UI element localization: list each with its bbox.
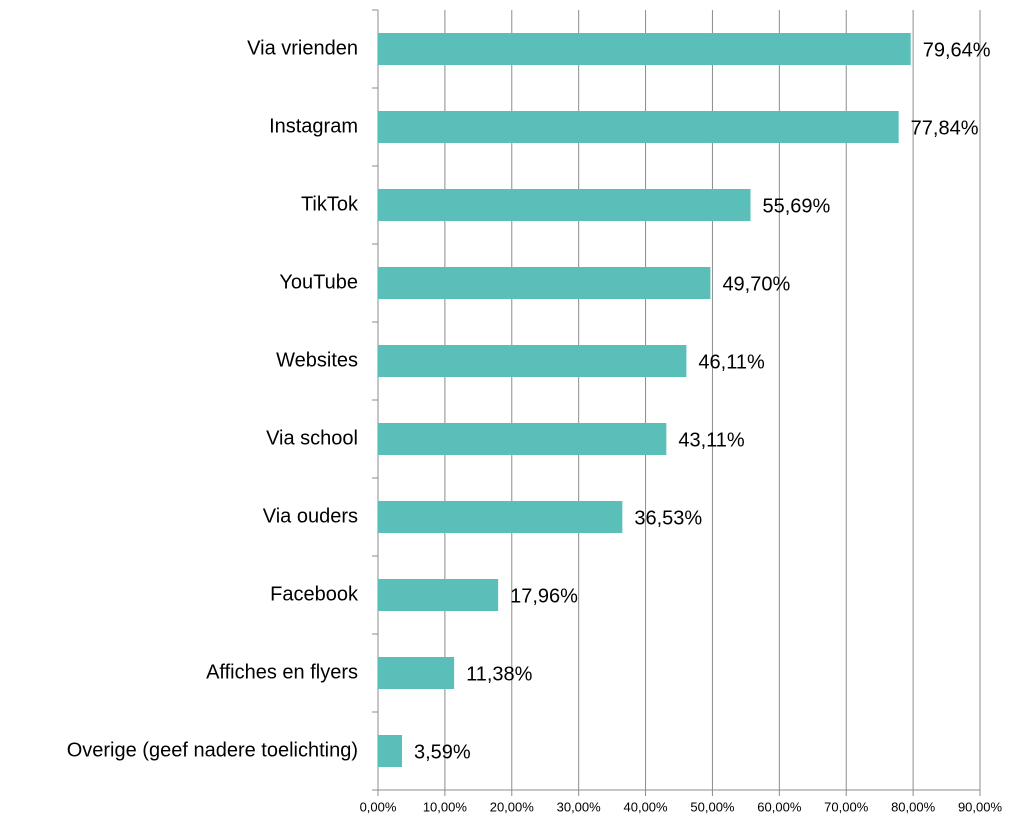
bar	[378, 735, 403, 767]
y-tick-label: YouTube	[279, 271, 358, 293]
bar	[378, 267, 711, 299]
value-label: 49,70%	[722, 273, 790, 295]
bar	[378, 111, 899, 143]
value-label: 55,69%	[763, 195, 831, 217]
x-tick-label: 20,00%	[490, 799, 535, 814]
y-tick-label: Affiches en flyers	[206, 661, 358, 683]
bar	[378, 423, 667, 455]
x-tick-label: 30,00%	[557, 799, 602, 814]
y-tick-label: Overige (geef nadere toelichting)	[67, 739, 358, 761]
x-tick-label: 0,00%	[360, 799, 397, 814]
value-label: 77,84%	[911, 117, 979, 139]
bar	[378, 501, 623, 533]
value-label: 36,53%	[634, 507, 702, 529]
x-tick-label: 80,00%	[891, 799, 936, 814]
value-label: 17,96%	[510, 585, 578, 607]
y-tick-label: Via vrienden	[247, 37, 358, 59]
bar	[378, 657, 455, 689]
y-tick-label: Via ouders	[263, 505, 358, 527]
y-tick-label: Websites	[276, 349, 358, 371]
y-tick-label: Instagram	[269, 115, 358, 137]
x-tick-label: 50,00%	[690, 799, 735, 814]
x-tick-label: 90,00%	[958, 799, 1003, 814]
bar	[378, 579, 499, 611]
y-tick-label: TikTok	[301, 193, 359, 215]
x-tick-label: 10,00%	[423, 799, 468, 814]
y-tick-label: Facebook	[270, 583, 359, 605]
x-tick-label: 60,00%	[757, 799, 802, 814]
bar	[378, 33, 911, 65]
value-label: 11,38%	[466, 663, 533, 685]
value-label: 46,11%	[698, 351, 765, 373]
value-label: 3,59%	[414, 741, 471, 763]
value-label: 43,11%	[678, 429, 745, 451]
value-label: 79,64%	[923, 39, 991, 61]
x-tick-label: 40,00%	[624, 799, 669, 814]
bar	[378, 345, 687, 377]
y-tick-label: Via school	[266, 427, 358, 449]
x-tick-label: 70,00%	[824, 799, 869, 814]
bar	[378, 189, 751, 221]
